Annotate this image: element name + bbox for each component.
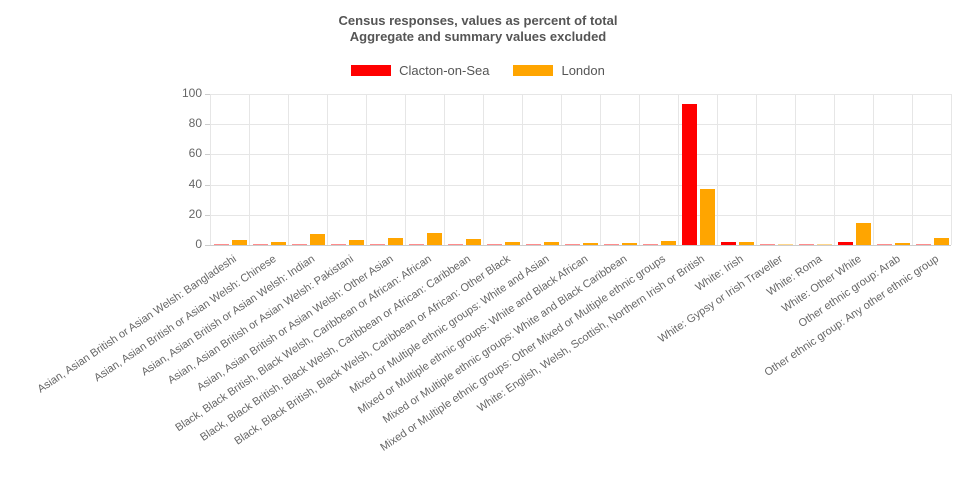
gridline-horizontal	[210, 94, 951, 95]
bar-clacton-on-sea-18[interactable]	[916, 244, 931, 245]
bar-clacton-on-sea-14[interactable]	[760, 244, 775, 245]
legend-label-london: London	[561, 63, 605, 78]
gridline-vertical	[210, 94, 211, 245]
y-axis-label: 60	[188, 146, 202, 161]
bar-london-7[interactable]	[505, 242, 520, 245]
gridline-horizontal	[210, 124, 951, 126]
bar-clacton-on-sea-3[interactable]	[331, 244, 346, 245]
y-axis-label: 100	[181, 86, 202, 100]
bar-london-14[interactable]	[778, 244, 793, 245]
bar-london-17[interactable]	[895, 243, 910, 245]
gridline-vertical	[912, 94, 913, 245]
bar-london-11[interactable]	[661, 241, 676, 245]
y-axis-tick	[205, 154, 210, 156]
gridline-vertical	[639, 94, 640, 245]
plot-area	[210, 94, 952, 246]
chart-title-block: Census responses, values as percent of t…	[0, 13, 956, 45]
bar-clacton-on-sea-4[interactable]	[370, 244, 385, 245]
y-axis-tick	[205, 94, 210, 95]
y-axis-label: 40	[188, 176, 202, 191]
gridline-vertical	[366, 94, 367, 245]
bar-clacton-on-sea-5[interactable]	[409, 244, 424, 245]
y-axis-label: 80	[188, 116, 202, 131]
gridline-vertical	[951, 94, 952, 245]
gridline-vertical	[678, 94, 679, 245]
bar-clacton-on-sea-11[interactable]	[643, 244, 658, 245]
legend-label-clacton-on-sea: Clacton-on-Sea	[399, 63, 490, 78]
y-axis-tick	[205, 124, 210, 126]
gridline-vertical	[873, 94, 874, 245]
gridline-vertical	[444, 94, 445, 245]
bar-london-4[interactable]	[388, 238, 403, 245]
bar-clacton-on-sea-9[interactable]	[565, 244, 580, 245]
bar-london-2[interactable]	[310, 234, 325, 245]
gridline-vertical	[756, 94, 757, 245]
bar-london-16[interactable]	[856, 223, 871, 245]
bar-clacton-on-sea-8[interactable]	[526, 244, 541, 245]
bar-clacton-on-sea-17[interactable]	[877, 244, 892, 245]
gridline-horizontal	[210, 184, 951, 186]
bar-clacton-on-sea-7[interactable]	[487, 244, 502, 245]
gridline-vertical	[600, 94, 601, 245]
bar-clacton-on-sea-0[interactable]	[214, 244, 229, 245]
y-axis-label: 0	[195, 237, 202, 251]
y-axis-tick	[205, 214, 210, 216]
gridline-vertical	[405, 94, 406, 245]
gridline-vertical	[717, 94, 718, 245]
bar-london-0[interactable]	[232, 240, 247, 245]
bar-clacton-on-sea-6[interactable]	[448, 244, 463, 245]
bar-london-1[interactable]	[271, 242, 286, 245]
gridline-vertical	[327, 94, 328, 245]
bar-london-15[interactable]	[817, 244, 832, 245]
y-axis-tick	[205, 245, 210, 246]
gridline-vertical	[561, 94, 562, 245]
bar-clacton-on-sea-12[interactable]	[682, 104, 697, 245]
gridline-horizontal	[210, 214, 951, 216]
y-axis-label: 20	[188, 206, 202, 221]
gridline-vertical	[249, 94, 250, 245]
bar-london-18[interactable]	[934, 238, 949, 245]
bar-london-8[interactable]	[544, 242, 559, 245]
y-axis-tick	[205, 184, 210, 186]
chart-subtitle: Aggregate and summary values excluded	[349, 29, 607, 44]
gridline-vertical	[483, 94, 484, 245]
gridline-vertical	[795, 94, 796, 245]
legend-swatch-clacton-on-sea	[351, 65, 392, 76]
bar-london-12[interactable]	[700, 189, 715, 245]
bar-london-13[interactable]	[739, 242, 754, 245]
chart-title: Census responses, values as percent of t…	[338, 13, 618, 28]
gridline-vertical	[522, 94, 523, 245]
legend-item-london[interactable]: London	[513, 63, 605, 78]
gridline-vertical	[834, 94, 835, 245]
bar-clacton-on-sea-16[interactable]	[838, 242, 853, 245]
legend-item-clacton-on-sea[interactable]: Clacton-on-Sea	[351, 63, 489, 78]
bar-london-3[interactable]	[349, 240, 364, 245]
bar-clacton-on-sea-1[interactable]	[253, 244, 268, 245]
bar-london-5[interactable]	[427, 233, 442, 245]
bar-clacton-on-sea-10[interactable]	[604, 244, 619, 245]
bar-clacton-on-sea-15[interactable]	[799, 244, 814, 245]
gridline-horizontal	[210, 154, 951, 156]
bar-london-6[interactable]	[466, 239, 481, 245]
gridline-vertical	[288, 94, 289, 245]
legend: Clacton-on-Sea London	[0, 63, 956, 78]
bar-london-9[interactable]	[583, 243, 598, 245]
bar-london-10[interactable]	[622, 243, 637, 245]
gridline-horizontal	[210, 245, 951, 246]
legend-swatch-london	[513, 65, 554, 76]
bar-clacton-on-sea-2[interactable]	[292, 244, 307, 245]
bar-clacton-on-sea-13[interactable]	[721, 242, 736, 245]
